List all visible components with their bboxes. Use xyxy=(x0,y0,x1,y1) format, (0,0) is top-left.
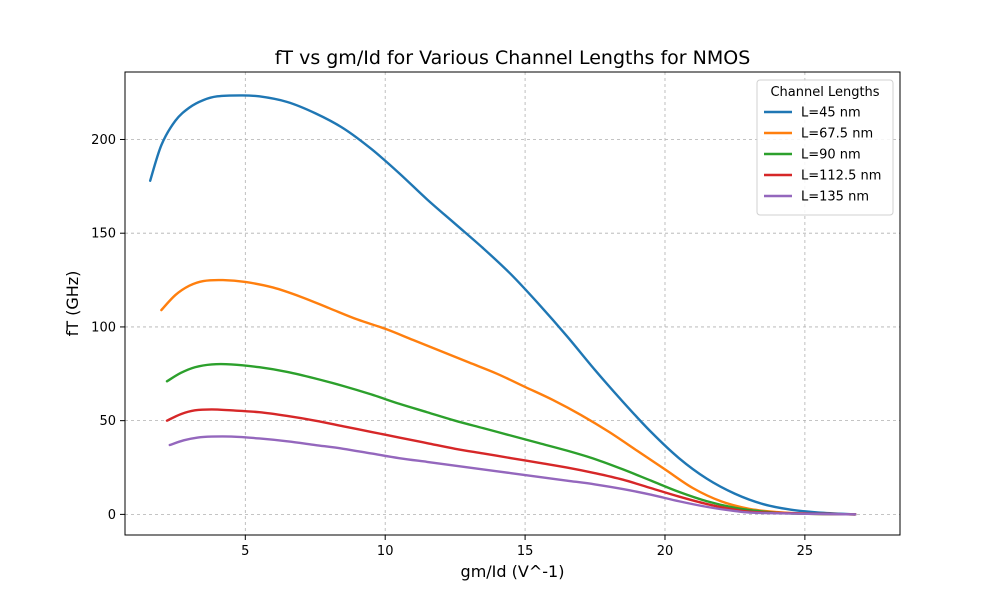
y-tick-label: 150 xyxy=(91,227,116,242)
x-tick-label: 10 xyxy=(377,544,394,559)
legend-box xyxy=(756,79,894,216)
x-tick-label: 15 xyxy=(517,544,534,559)
y-axis-label: fT (GHz) xyxy=(63,271,82,337)
legend-label-l-135-nm: L=135 nm xyxy=(801,190,869,205)
legend: Channel Lengths L=45 nm L=67.5 nm L=90 nm L… xyxy=(756,79,894,216)
legend-label-l-90-nm: L=90 nm xyxy=(801,148,861,163)
x-axis-label: gm/Id (V^-1) xyxy=(461,562,565,581)
x-tick-label: 5 xyxy=(241,544,249,559)
y-tick-label: 100 xyxy=(91,320,116,335)
x-tick-label: 25 xyxy=(797,544,814,559)
x-tick-label: 20 xyxy=(657,544,674,559)
series-line-l-45-nm xyxy=(148,94,857,516)
y-tick-label: 200 xyxy=(91,133,116,148)
series-line-l-135-nm xyxy=(168,435,857,516)
legend-title: Channel Lengths xyxy=(770,85,879,100)
chart-title: fT vs gm/Id for Various Channel Lengths … xyxy=(275,47,751,69)
plot-frame xyxy=(124,71,901,536)
grid-lines xyxy=(125,72,900,535)
legend-label-l-112-5-nm: L=112.5 nm xyxy=(801,169,881,184)
legend-label-l-45-nm: L=45 nm xyxy=(801,106,861,121)
series-line-l-112-5-nm xyxy=(165,408,857,516)
y-tick-label: 50 xyxy=(99,414,116,429)
series-line-l-67-5-nm xyxy=(160,278,857,516)
legend-label-l-67-5-nm: L=67.5 nm xyxy=(801,127,873,142)
y-tick-label: 0 xyxy=(108,508,116,523)
series-layer xyxy=(148,94,857,516)
axis-ticks: 5 10 15 20 25 0 50 100 150 200 xyxy=(91,133,813,559)
series-line-l-90-nm xyxy=(165,362,857,516)
